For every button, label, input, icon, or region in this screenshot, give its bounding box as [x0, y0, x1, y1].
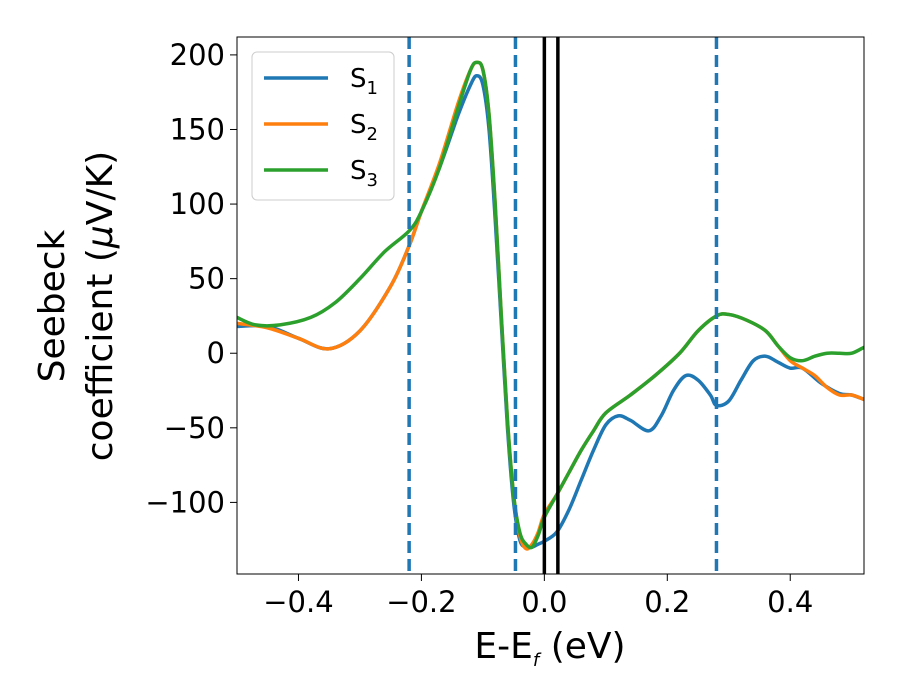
y-axis-ticks: −100 −50 0 50 100 150 200: [145, 38, 237, 519]
x-tick-label: −0.2: [386, 585, 456, 619]
x-axis-title-subscript: f: [533, 650, 542, 671]
x-axis-title-main: E-E: [474, 626, 532, 667]
y-axis-title-line1: Seebeck: [32, 229, 73, 382]
legend-label-s2: S2: [350, 110, 378, 145]
legend-label-s1: S1: [350, 64, 378, 99]
y-tick-label: 200: [170, 38, 225, 72]
series-line-s3: [237, 60, 864, 550]
y-tick-label: −50: [164, 411, 225, 445]
y-tick-label: 0: [207, 336, 225, 370]
legend-label-s3: S3: [350, 156, 378, 191]
x-axis-ticks: −0.4 −0.2 0.0 0.2 0.4: [263, 574, 813, 619]
plot-area: [237, 37, 864, 574]
x-tick-label: 0.0: [521, 585, 567, 619]
legend-box: [251, 51, 395, 201]
reference-lines: [407, 37, 719, 574]
x-tick-label: 0.4: [767, 585, 813, 619]
x-tick-label: 0.2: [644, 585, 690, 619]
y-tick-label: −100: [145, 485, 225, 519]
x-axis-title-unit: (eV): [539, 626, 625, 667]
y-tick-label: 100: [170, 187, 225, 221]
legend-entries: S1 S2 S3: [264, 64, 378, 191]
x-tick-label: −0.4: [263, 585, 333, 619]
y-axis-title-mu: μ: [80, 225, 121, 249]
legend: S1 S2 S3: [251, 51, 395, 201]
y-tick-label: 150: [170, 112, 225, 146]
x-axis-title: E-Ef (eV): [474, 626, 625, 671]
y-axis-title-line2-pre: coefficient (: [80, 248, 121, 461]
axes-frame: [236, 36, 865, 575]
y-tick-label: 50: [188, 262, 225, 296]
y-axis-title-line2-post: V/K): [80, 151, 121, 225]
y-axis-title-line2: coefficient (μV/K): [80, 151, 121, 461]
